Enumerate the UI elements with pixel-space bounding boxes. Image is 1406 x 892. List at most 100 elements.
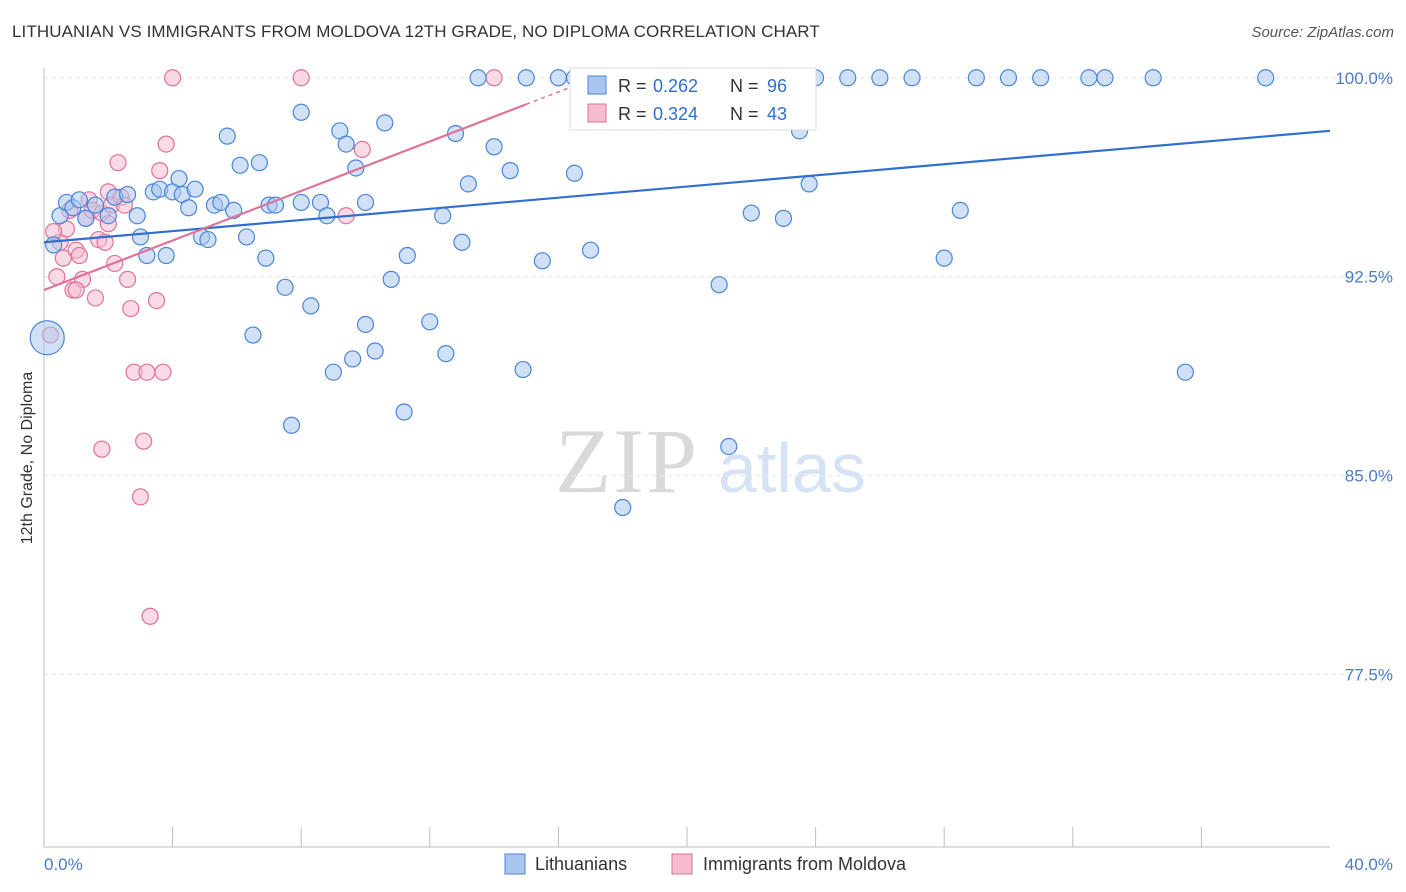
moldova-point (353, 140, 371, 159)
legend-r-value-moldova: 0.324 (653, 104, 698, 124)
watermark-atlas: atlas (718, 429, 866, 507)
moldova-point (138, 363, 156, 381)
moldova-point (157, 135, 175, 153)
chart-title: LITHUANIAN VS IMMIGRANTS FROM MOLDOVA 12… (12, 22, 820, 41)
lithuanian-point (710, 276, 728, 294)
y-tick-label: 77.5% (1345, 666, 1393, 685)
lithuanian-point (366, 342, 384, 360)
lithuanian-point (45, 236, 63, 254)
bottom-legend: Lithuanians Immigrants from Moldova (504, 853, 907, 875)
lithuanian-point (1080, 69, 1098, 87)
lithuanian-point (398, 246, 416, 265)
lithuanian-point (1176, 363, 1194, 381)
bottom-legend-swatch-moldova (671, 853, 693, 875)
lithuanian-point (302, 297, 320, 315)
lithuanian-point (485, 138, 503, 156)
lithuanian-point (469, 69, 487, 87)
trend-line-moldova (43, 103, 527, 292)
moldova-point (131, 488, 150, 506)
legend-n-label-lithuanians: N = (730, 76, 759, 96)
lithuanian-point (99, 207, 117, 225)
lithuanian-point (565, 164, 584, 182)
lithuanian-point (276, 278, 294, 296)
moldova-point (135, 432, 153, 450)
trend-lines (43, 85, 1331, 292)
lithuanian-point (199, 230, 217, 249)
y-tick-label: 100.0% (1335, 69, 1393, 88)
lithuanian-point (437, 345, 455, 363)
lithuanian-point (395, 403, 413, 421)
lithuanian-point (459, 175, 477, 193)
lithuanian-point (157, 246, 175, 265)
x-tick-label-min: 0.0% (44, 855, 83, 874)
lithuanian-point (1257, 69, 1275, 87)
lithuanian-point (282, 416, 301, 434)
lithuanian-point (257, 249, 275, 267)
lithuanian-point (118, 185, 137, 204)
lithuanian-point (1096, 69, 1114, 87)
lithuanian-point (180, 199, 198, 217)
lithuanian-point (1144, 69, 1162, 87)
lithuanian-point (324, 363, 342, 381)
trend-line-lithuanians (43, 129, 1331, 244)
lithuanian-point (231, 156, 249, 174)
legend-r-value-lithuanians: 0.262 (653, 76, 698, 96)
lithuanian-point (318, 207, 336, 225)
lithuanian-point (951, 201, 969, 220)
moldova-point (485, 69, 503, 87)
lithuanian-point (514, 360, 532, 379)
moldova-point (292, 69, 310, 87)
lithuanian-point (967, 69, 985, 87)
lithuanian-point (614, 498, 632, 517)
lithuanian-point (237, 228, 256, 246)
lithuanian-point (839, 69, 857, 87)
source-label: Source: ZipAtlas.com (1251, 24, 1394, 41)
moldova-point (164, 69, 182, 87)
lithuanian-point (186, 180, 204, 198)
moldova-point (109, 154, 127, 172)
lithuanian-point (131, 228, 150, 246)
y-axis-label: 12th Grade, No Diploma (19, 372, 36, 545)
lithuanian-point (86, 196, 105, 214)
legend-swatch-lithuanians (587, 75, 607, 95)
legend-r-label-moldova: R = (618, 104, 647, 124)
lithuanian-point (720, 437, 738, 456)
trend-line-moldova-dashed (525, 85, 575, 106)
lithuanian-point (903, 69, 921, 87)
lithuanian-point (218, 127, 236, 145)
legend-frame (569, 67, 817, 131)
lithuanian-point (356, 315, 375, 334)
bottom-legend-label-moldova: Immigrants from Moldova (703, 854, 907, 874)
moldova-point (147, 291, 166, 310)
y-tick-label: 85.0% (1345, 467, 1393, 486)
moldova-point (141, 607, 159, 625)
lithuanian-point (29, 320, 65, 356)
lithuanian-point (244, 326, 262, 344)
lithuanian-point (549, 69, 568, 87)
moldova-point (122, 299, 140, 318)
moldova-points (41, 69, 503, 625)
lithuanian-point (382, 270, 400, 288)
x-tick-label-max: 40.0% (1345, 855, 1393, 874)
moldova-point (67, 281, 85, 299)
legend-n-label-moldova: N = (730, 104, 759, 124)
lithuanian-point (70, 191, 88, 209)
lithuanian-point (128, 207, 146, 225)
lithuanian-point (453, 233, 471, 251)
lithuanian-point (344, 350, 362, 368)
lithuanian-point (212, 193, 230, 212)
x-ticks (172, 827, 1202, 847)
y-tick-labels: 77.5% 85.0% 92.5% 100.0% (1335, 69, 1393, 685)
lithuanian-point (517, 69, 535, 87)
lithuanian-point (581, 241, 600, 259)
lithuanian-point (742, 204, 760, 222)
moldova-point (151, 162, 169, 180)
watermark-zip: ZIP (555, 410, 699, 512)
legend-box: R = 0.262 N = 96 R = 0.324 N = 43 (569, 67, 817, 131)
bottom-legend-swatch-lithuanians (504, 853, 526, 875)
legend-n-value-moldova: 43 (767, 104, 787, 124)
lithuanian-point (250, 154, 269, 172)
legend-r-label-lithuanians: R = (618, 76, 647, 96)
lithuanian-point (871, 69, 889, 87)
